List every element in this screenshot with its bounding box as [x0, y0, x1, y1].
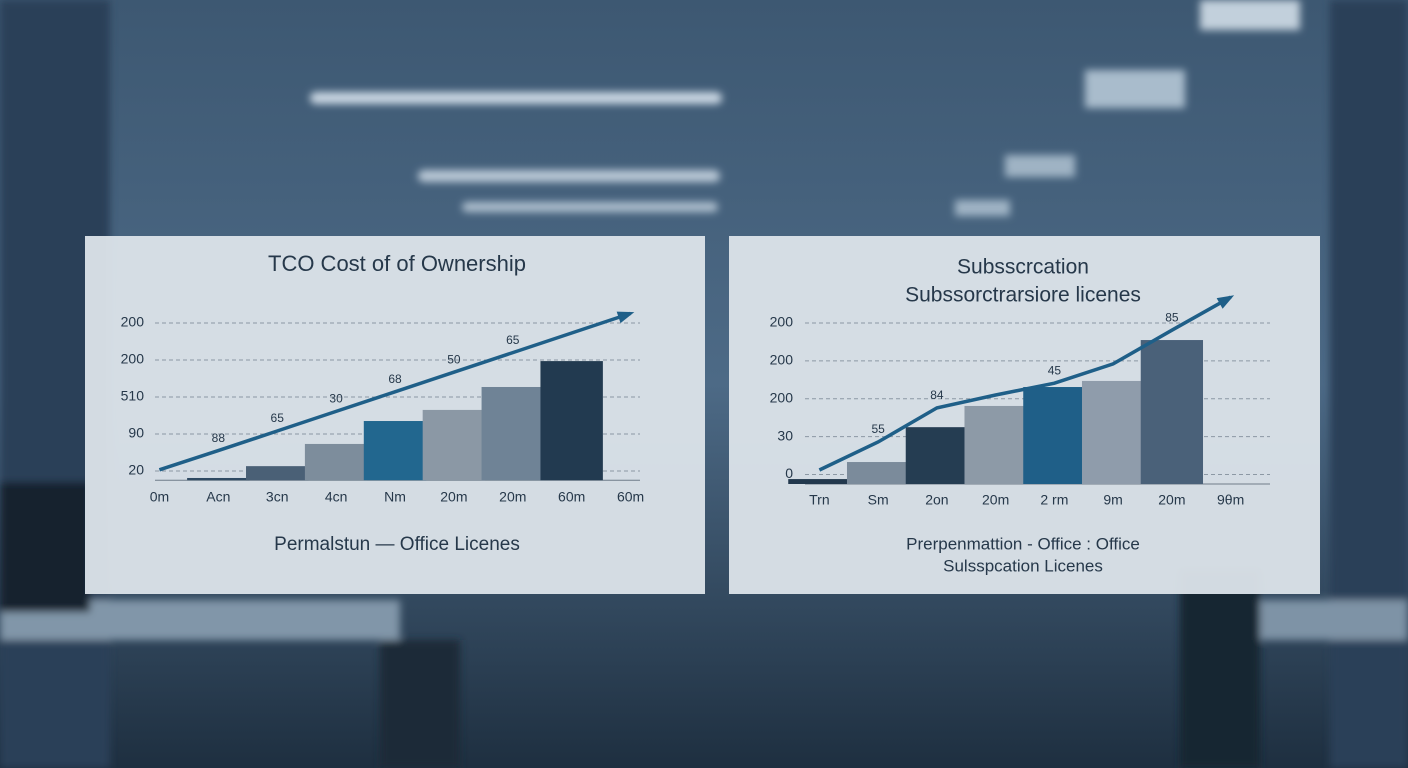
point-label: 65	[271, 411, 285, 425]
y-tick-label: 200	[121, 351, 145, 367]
arrow-head	[1216, 295, 1235, 309]
bar	[846, 462, 910, 484]
bar	[905, 427, 969, 484]
bar	[481, 386, 544, 481]
y-tick-label: 200	[770, 352, 794, 368]
trend-line	[158, 311, 632, 472]
y-tick-label: 200	[121, 314, 145, 330]
x-tick-label: 60m	[558, 489, 585, 505]
point-label: 84	[930, 388, 944, 402]
x-tick-label: 9m	[1103, 492, 1122, 508]
bar	[1023, 387, 1086, 484]
point-label: 88	[212, 431, 226, 445]
x-tick-label: Sm	[868, 492, 889, 508]
bar	[788, 479, 851, 484]
y-tick-label: 90	[128, 425, 144, 441]
x-tick-label: 9θm	[1217, 492, 1244, 508]
y-tick-label: 30	[777, 427, 793, 443]
caption: Prerpenmattion - Office : Office	[906, 534, 1140, 553]
chart-title: TCO Cost of of Ownership	[268, 251, 526, 276]
point-label: 68	[388, 372, 402, 386]
caption: Permalstun — Office Licenes	[274, 534, 520, 555]
point-label: 65	[506, 333, 520, 347]
y-tick-label: 0	[785, 465, 793, 481]
point-label: 30	[329, 392, 343, 406]
x-tick-label: 20m	[982, 492, 1009, 508]
bar	[1140, 340, 1204, 484]
x-tick-label: 2on	[925, 492, 948, 508]
x-tick-label: 60m	[617, 489, 644, 505]
point-label: 55	[871, 422, 885, 436]
bar	[422, 409, 486, 481]
x-tick-label: 4cn	[325, 489, 348, 505]
chart-title: Subsscrcation	[957, 256, 1089, 279]
point-label: 50	[447, 352, 461, 366]
x-tick-label: 0m	[150, 489, 169, 505]
y-tick-label: 20	[128, 462, 144, 478]
point-label: 85	[1165, 310, 1179, 324]
x-tick-label: 20m	[499, 489, 526, 505]
y-tick-label: 200	[770, 389, 794, 405]
point-label: 45	[1048, 363, 1062, 377]
x-tick-label: Trn	[809, 492, 829, 508]
x-tick-label: Acn	[206, 489, 230, 505]
caption: Sulsspcation Licenes	[943, 556, 1103, 575]
bar	[246, 466, 309, 481]
x-tick-label: Nm	[384, 489, 406, 505]
trend-line	[818, 295, 1232, 472]
bar	[187, 477, 250, 481]
bar	[540, 361, 603, 481]
bar	[1081, 380, 1145, 484]
chart-title: Subssorctrarsiore licenes	[905, 284, 1141, 307]
y-tick-label: 200	[770, 314, 794, 330]
x-tick-label: 2 rm	[1040, 492, 1068, 508]
bar	[363, 421, 427, 481]
bar	[964, 405, 1027, 484]
x-tick-label: 20m	[440, 489, 467, 505]
bar	[304, 443, 368, 481]
x-tick-label: 20m	[1158, 492, 1185, 508]
x-tick-label: 3cn	[266, 489, 289, 505]
arrow-head	[616, 311, 635, 324]
y-tick-label: 510	[121, 388, 145, 404]
